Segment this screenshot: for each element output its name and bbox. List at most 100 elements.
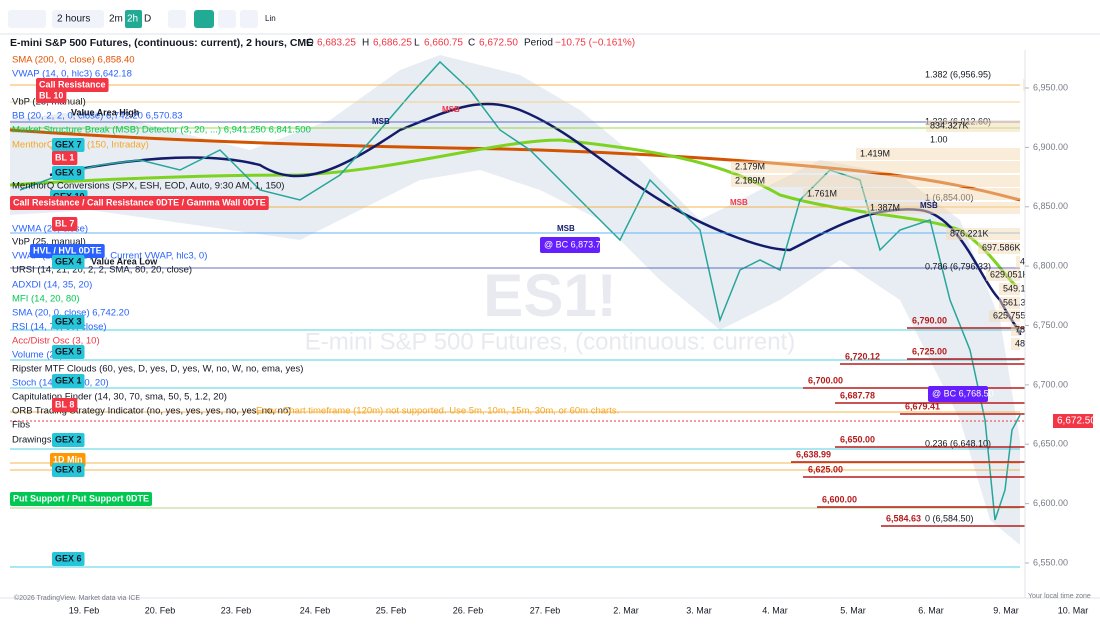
bc-badge xyxy=(540,237,600,253)
indicator-legend: VWAP (2, 3, 4, 1D, 90, Current VWAP, hlc… xyxy=(12,251,207,262)
volume-profile-label: 629.051K xyxy=(990,269,1029,279)
volume-profile-bar xyxy=(999,283,1020,295)
plot-area: ES1! E-mini S&P 500 Futures, (continuous… xyxy=(9,55,1025,545)
fib-label: 0.786 (6,796.33) xyxy=(925,261,991,271)
level-label: 6,679.41 xyxy=(905,401,940,411)
indicator-legend: ORB Trading Strategy Indicator (no, yes,… xyxy=(12,406,291,417)
replay-button[interactable] xyxy=(194,10,214,28)
date-label: 24. Feb xyxy=(300,605,331,615)
date-label: 20. Feb xyxy=(145,605,176,615)
tag-box xyxy=(52,217,78,231)
sma-green xyxy=(9,138,1017,287)
tag-label: GEX 9 xyxy=(55,167,82,177)
indicator-legend: MenthorQ Conversions (SPX, ESH, EOD, Aut… xyxy=(12,181,284,192)
tag-box xyxy=(36,89,67,103)
level-label: 6,700.00 xyxy=(808,375,843,385)
date-label: 9. Mar xyxy=(993,605,1019,615)
indicators-button[interactable] xyxy=(168,10,186,28)
tag-label: GEX 1 xyxy=(55,375,82,385)
volume-profile-label: 1.419M xyxy=(860,148,890,158)
tag-box xyxy=(52,315,85,329)
bollinger-band xyxy=(10,55,1020,545)
orb-error: Error: Chart timeframe (120m) not suppor… xyxy=(256,406,619,417)
legend-header: E-mini S&P 500 Futures, (continuous: cur… xyxy=(10,37,635,49)
date-label: 2. Mar xyxy=(613,605,639,615)
indicator-legend: SMA (200, 0, close) 6,858.40 xyxy=(12,55,135,66)
volume-profile-bar xyxy=(866,202,1020,214)
volume-profile-label: 834.327K xyxy=(930,120,969,130)
tag-label: GEX 8 xyxy=(55,464,82,474)
volume-profile-bar xyxy=(978,242,1020,254)
date-label: 27. Feb xyxy=(530,605,561,615)
volume-profile-bar xyxy=(731,175,1020,187)
indicator-legend: Fibs xyxy=(12,420,30,431)
overlay-labels: SMA (200, 0, close) 6,858.40 VWAP (14, 0,… xyxy=(10,55,1083,568)
price-tick-label: 6,700.00 xyxy=(1033,379,1068,389)
volume-profile-label: 2.179M xyxy=(735,161,765,171)
level-label: 6,625.00 xyxy=(808,464,843,474)
current-price-tag xyxy=(1053,414,1093,428)
open-label: O xyxy=(306,38,314,49)
price-tick-label: 6,650.00 xyxy=(1033,439,1068,449)
fib-label: 1.00 xyxy=(930,134,948,144)
indicator-legend: SMA (20, 0, close) 6,742.20 xyxy=(12,308,129,319)
tag-box xyxy=(52,255,85,269)
tag-label: GEX 7 xyxy=(55,139,82,149)
indicator-legend: Ripster MTF Clouds (60, yes, D, yes, D, … xyxy=(12,364,303,375)
level-label: 6,600.00 xyxy=(822,494,857,504)
indicator-legend: VbP (25, manual) xyxy=(12,237,86,248)
date-label: 26. Feb xyxy=(453,605,484,615)
indicator-legend: URSI (14, 21, 20, 2, 2, SMA, 80, 20, clo… xyxy=(12,265,192,276)
volume-profile-bar xyxy=(999,297,1020,309)
volume-profile-bar xyxy=(986,269,1020,281)
watermark-symbol: ES1! xyxy=(483,262,616,329)
indicator-legend: ADXDI (14, 35, 20) xyxy=(12,280,92,291)
interval-option[interactable]: 2m xyxy=(109,14,123,25)
indicator-legend: VWAP (14, 0, hlc3) 6,642.18 xyxy=(12,69,132,80)
tag-box xyxy=(52,151,78,165)
volume-profile-bar xyxy=(1011,324,1020,336)
volume-profile-label: 1.387M xyxy=(870,202,900,212)
date-label: 23. Feb xyxy=(221,605,252,615)
price-tick-label: 6,900.00 xyxy=(1033,142,1068,152)
volume-profile-bar xyxy=(946,228,1020,240)
level-label: 6,687.78 xyxy=(840,390,875,400)
tag-box xyxy=(52,166,85,180)
level-label: 6,790.00 xyxy=(912,315,947,325)
bc-label: @ BC 6,768.50 xyxy=(932,388,994,398)
price-axis xyxy=(1025,50,1100,600)
tag-box xyxy=(30,244,105,258)
interval-option[interactable]: D xyxy=(144,14,151,25)
date-axis: 19. Feb 20. Feb 23. Feb 24. Feb 25. Feb 26. F… xyxy=(69,605,1089,615)
date-label: 4. Mar xyxy=(762,605,788,615)
high: 6,686.25 xyxy=(373,38,412,49)
volume-profile-label: 697.586K xyxy=(982,242,1021,252)
lin-button[interactable]: Lin xyxy=(265,14,276,23)
interval-option[interactable]: 2h xyxy=(127,14,138,25)
tag-box xyxy=(52,463,85,477)
tag-label: GEX 5 xyxy=(55,346,82,356)
tag-label: Value Area Low xyxy=(91,256,158,266)
tag-label: 1D Min xyxy=(53,454,83,464)
price-path xyxy=(19,60,1021,521)
indicator-legend: Volume (20) xyxy=(12,350,63,361)
fib-label: 0 (6,584.50) xyxy=(925,513,974,523)
indicator-legend: Drawings xyxy=(12,435,52,446)
indicator-legend: Acc/Distr Osc (3, 10) xyxy=(12,336,100,347)
price-tick-label: 6,550.00 xyxy=(1033,557,1068,567)
volume-profile-label: 876.221K xyxy=(950,228,989,238)
period-label: Period xyxy=(524,38,553,49)
interval[interactable]: 2 hours xyxy=(57,14,90,25)
alert-button[interactable] xyxy=(218,10,236,28)
volume-profile-bar xyxy=(926,120,1020,132)
level-label: 6,584.63 xyxy=(886,513,921,523)
chart-type-button[interactable] xyxy=(8,10,46,28)
compare-button[interactable] xyxy=(240,10,258,28)
tag-box xyxy=(52,552,85,566)
interval-select[interactable] xyxy=(52,10,104,28)
indicator-legend: VWMA (20, close) xyxy=(12,224,88,235)
msb-label: MSB xyxy=(442,105,460,114)
price-tick-label: 6,750.00 xyxy=(1033,320,1068,330)
tag-box xyxy=(10,492,152,506)
volume-profile-bar xyxy=(856,148,1020,160)
